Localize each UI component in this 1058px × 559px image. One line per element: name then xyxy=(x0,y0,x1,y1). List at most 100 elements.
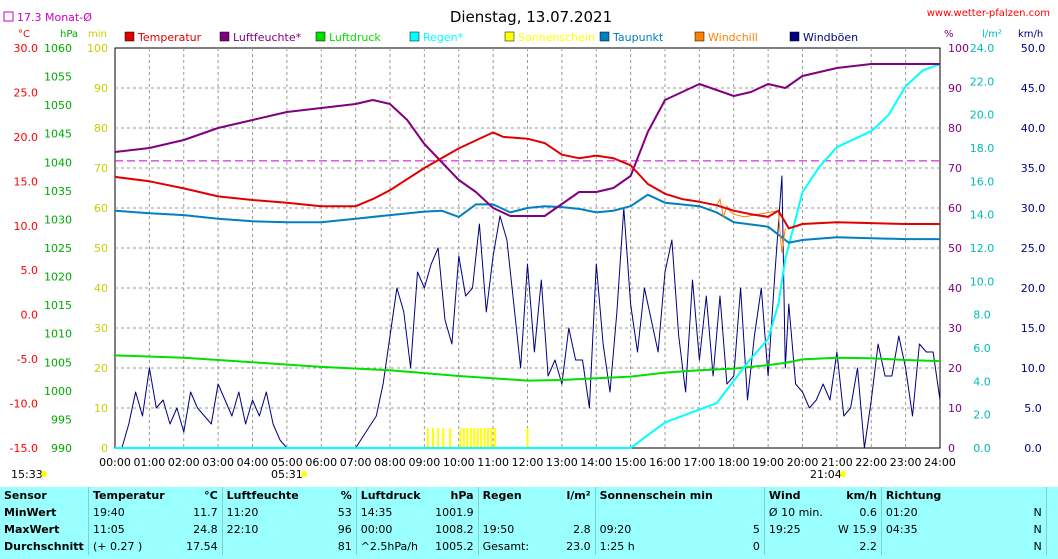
cell: 2.2 xyxy=(859,540,877,553)
cell: ^2.5hPa/h xyxy=(355,538,425,555)
temp-tick-label: 0.0 xyxy=(21,309,39,322)
x-tick-label: 00:00 xyxy=(99,456,131,469)
legend-label: Windchill xyxy=(708,31,758,44)
x-tick-label: 16:00 xyxy=(649,456,681,469)
x-tick-label: 20:00 xyxy=(787,456,819,469)
legend-label: Regen* xyxy=(423,31,464,44)
th-pres-unit: hPa xyxy=(450,489,474,502)
sun-bar xyxy=(486,428,489,448)
sun-tick-label: 80 xyxy=(94,122,108,135)
legend-swatch xyxy=(789,31,800,42)
rain-tick-label: 12.0 xyxy=(970,242,995,255)
cell: 17.54 xyxy=(186,540,218,553)
series-line-luftfeuchte xyxy=(114,63,940,217)
pressure-tick-label: 995 xyxy=(51,413,72,426)
wind-tick-label: 35.0 xyxy=(1021,162,1046,175)
legend-label: Windböen xyxy=(803,31,858,44)
cell: 11:20 xyxy=(221,504,303,521)
cell: 23.0 xyxy=(566,540,591,553)
legend-swatch xyxy=(315,31,326,42)
th-dir: Richtung xyxy=(880,487,1047,504)
sun-tick-label: 0 xyxy=(101,442,108,455)
cell: 5 xyxy=(752,523,760,536)
sun-bar xyxy=(526,428,529,448)
wind-tick-label: 25.0 xyxy=(1021,242,1046,255)
cell: 0 xyxy=(752,540,760,553)
legend-label: Temperatur xyxy=(137,31,202,44)
sun-bar xyxy=(442,428,445,448)
series-line-luftdruck xyxy=(114,354,941,382)
monthly-avg-swatch xyxy=(3,11,14,22)
x-tick-label: 05:00 xyxy=(271,456,303,469)
cell: 04:35 xyxy=(880,521,998,538)
cell: 19:50 xyxy=(477,521,542,538)
sun-bar xyxy=(462,428,465,448)
th-sensor: Sensor xyxy=(4,489,47,502)
temp-tick-label: 20.0 xyxy=(14,131,39,144)
pressure-tick-label: 1020 xyxy=(44,271,72,284)
cell xyxy=(880,538,998,555)
humidity-tick-label: 60 xyxy=(948,202,962,215)
x-tick-label: 06:00 xyxy=(305,456,337,469)
sun-bar xyxy=(483,428,486,448)
th-pres: Luftdruck xyxy=(355,487,425,504)
pressure-tick-label: 1000 xyxy=(44,385,72,398)
cell xyxy=(594,504,721,521)
cell xyxy=(221,538,303,555)
wind-tick-label: 0.0 xyxy=(1024,442,1042,455)
cell: 19:25 xyxy=(763,521,828,538)
x-tick-label: 13:00 xyxy=(546,456,578,469)
temp-tick-label: 25.0 xyxy=(14,86,39,99)
cell: 09:20 xyxy=(594,521,721,538)
axes: 30.0 25.0 20.0 15.0 10.0 5.0 0.0 -5.0 -10.0 -15.0… xyxy=(10,42,1046,469)
wind-tick-label: 50.0 xyxy=(1021,42,1046,55)
x-tick-label: 19:00 xyxy=(752,456,784,469)
sun-tick-label: 100 xyxy=(87,42,108,55)
cell: 2.8 xyxy=(573,523,591,536)
x-tick-label: 09:00 xyxy=(409,456,441,469)
pressure-tick-label: 1010 xyxy=(44,328,72,341)
cell: 0.6 xyxy=(859,506,877,519)
timestamp-label: 15:33 xyxy=(11,468,43,481)
site-link[interactable]: www.wetter-pfalzen.com xyxy=(927,8,1050,19)
legend-swatch xyxy=(599,31,610,42)
rain-tick-label: 6.0 xyxy=(973,342,991,355)
cell: N xyxy=(1033,523,1042,536)
pressure-tick-label: 1030 xyxy=(44,213,72,226)
temp-tick-label: -5.0 xyxy=(17,353,38,366)
cell: 11.7 xyxy=(193,506,218,519)
temp-tick-label: 5.0 xyxy=(21,264,39,277)
humidity-tick-label: 80 xyxy=(948,122,962,135)
sun-tick-label: 30 xyxy=(94,322,108,335)
cell: 22:10 xyxy=(221,521,303,538)
legend-label: Luftdruck xyxy=(329,31,381,44)
rain-tick-label: 20.0 xyxy=(970,109,995,122)
series-layer xyxy=(114,63,941,449)
cell xyxy=(477,504,542,521)
wind-tick-label: 20.0 xyxy=(1021,282,1046,295)
weather-chart: Dienstag, 13.07.2021 www.wetter-pfalzen.… xyxy=(3,8,1050,481)
wind-tick-label: 45.0 xyxy=(1021,82,1046,95)
table-row: MinWert 19:40 11.7 11:20 53 14:35 1001.9… xyxy=(0,504,1058,521)
cell: 00:00 xyxy=(355,521,425,538)
sun-bar xyxy=(431,428,434,448)
sun-tick-label: 70 xyxy=(94,162,108,175)
unit-wind: km/h xyxy=(1018,29,1043,40)
cell: W 15.9 xyxy=(838,523,877,536)
x-tick-label: 12:00 xyxy=(512,456,544,469)
legend-swatch xyxy=(124,31,135,42)
sun-tick-label: 50 xyxy=(94,242,108,255)
sun-bar xyxy=(476,428,479,448)
temp-tick-label: -15.0 xyxy=(10,442,38,455)
pressure-tick-label: 1015 xyxy=(44,299,72,312)
sun-tick-label: 10 xyxy=(94,402,108,415)
sun-tick-label: 40 xyxy=(94,282,108,295)
cell: 01:20 xyxy=(880,504,998,521)
rain-tick-label: 18.0 xyxy=(970,142,995,155)
rain-tick-label: 8.0 xyxy=(973,309,991,322)
cell: (+ 0.27 ) xyxy=(87,538,169,555)
cell: 1005.2 xyxy=(435,540,474,553)
rain-tick-label: 0.0 xyxy=(973,442,991,455)
x-tick-label: 21:00 xyxy=(821,456,853,469)
sun-bar xyxy=(459,428,462,448)
